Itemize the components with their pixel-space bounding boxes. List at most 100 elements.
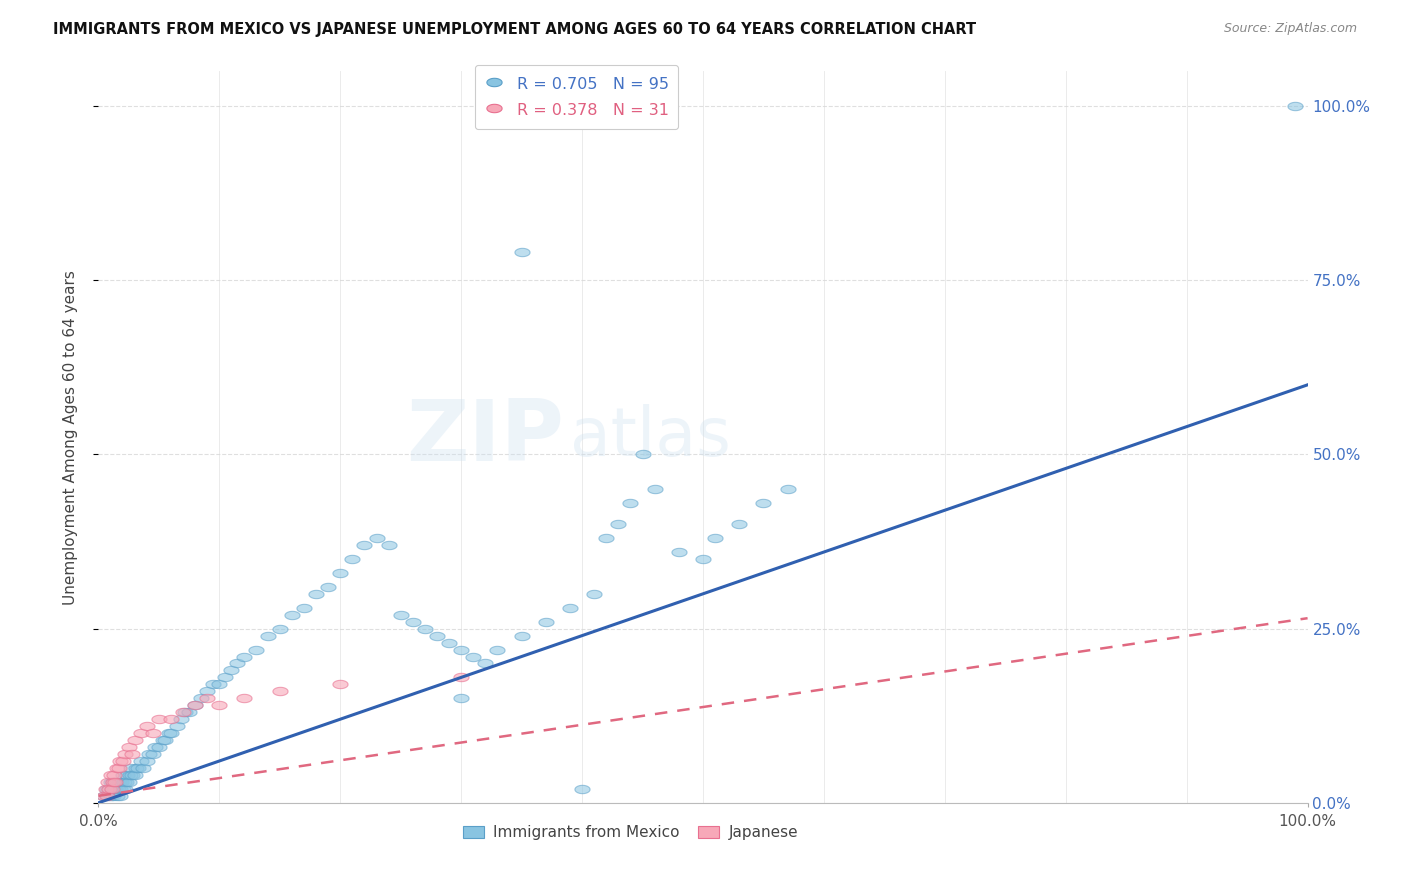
Point (97, 775, 120, 789)
Point (316, 580, 339, 594)
Point (245, 642, 267, 657)
Point (450, 642, 472, 657)
Point (704, 531, 727, 545)
Point (463, 649, 485, 664)
Point (129, 754, 152, 768)
Point (124, 768, 146, 782)
Point (214, 670, 236, 684)
Point (100, 775, 122, 789)
Point (98, 781, 121, 796)
Point (437, 635, 460, 649)
Point (100, 789, 122, 803)
Point (510, 629, 533, 643)
Point (195, 691, 218, 706)
Point (402, 615, 425, 629)
Point (1284, 99, 1306, 113)
Point (366, 531, 388, 545)
Point (108, 781, 131, 796)
Point (190, 691, 212, 706)
Point (160, 726, 183, 740)
Point (142, 726, 165, 740)
Point (100, 768, 122, 782)
Point (607, 517, 630, 532)
Point (450, 670, 472, 684)
Point (96, 781, 118, 796)
Point (426, 629, 449, 643)
Point (148, 740, 170, 755)
Point (107, 781, 129, 796)
Point (124, 733, 146, 747)
Point (108, 754, 131, 768)
Point (138, 747, 160, 761)
Point (474, 657, 496, 671)
Point (101, 789, 124, 803)
Point (117, 768, 139, 782)
Point (108, 761, 131, 775)
Point (631, 448, 654, 462)
Point (143, 740, 166, 755)
Point (121, 747, 143, 761)
Point (195, 684, 218, 698)
Point (111, 754, 134, 768)
Point (101, 775, 124, 789)
Point (571, 781, 593, 796)
Point (111, 768, 134, 782)
Point (558, 600, 581, 615)
Point (692, 552, 714, 566)
Point (728, 517, 751, 532)
Point (129, 726, 152, 740)
Point (342, 552, 364, 566)
Point (153, 733, 176, 747)
Point (174, 705, 197, 719)
Point (148, 712, 170, 726)
Point (172, 705, 194, 719)
Point (110, 775, 132, 789)
Point (112, 775, 135, 789)
Text: ZIP: ZIP (406, 395, 564, 479)
Point (169, 712, 191, 726)
Point (377, 538, 399, 552)
Point (118, 740, 141, 755)
Point (486, 642, 509, 657)
Point (752, 496, 775, 510)
Point (221, 664, 243, 678)
Point (105, 789, 128, 803)
Point (583, 587, 606, 601)
Point (103, 781, 125, 796)
Point (135, 719, 157, 733)
Point (125, 761, 148, 775)
Point (105, 775, 128, 789)
Point (104, 781, 127, 796)
Point (121, 768, 143, 782)
Point (160, 712, 183, 726)
Point (118, 768, 141, 782)
Point (208, 677, 231, 691)
Point (114, 781, 136, 796)
Point (619, 496, 641, 510)
Point (135, 754, 157, 768)
Text: IMMIGRANTS FROM MEXICO VS JAPANESE UNEMPLOYMENT AMONG AGES 60 TO 64 YEARS CORREL: IMMIGRANTS FROM MEXICO VS JAPANESE UNEMP… (53, 22, 977, 37)
Point (668, 545, 690, 559)
Text: Source: ZipAtlas.com: Source: ZipAtlas.com (1223, 22, 1357, 36)
Point (152, 733, 174, 747)
Point (413, 622, 436, 636)
Point (534, 615, 557, 629)
Point (127, 761, 149, 775)
Text: atlas: atlas (569, 404, 731, 470)
Point (111, 781, 134, 796)
Point (166, 719, 188, 733)
Y-axis label: Unemployment Among Ages 60 to 64 years: Unemployment Among Ages 60 to 64 years (63, 269, 77, 605)
Point (389, 607, 412, 622)
Point (93, 789, 115, 803)
Point (353, 538, 375, 552)
Point (179, 705, 201, 719)
Point (120, 761, 142, 775)
Point (281, 607, 304, 622)
Point (644, 483, 666, 497)
Point (105, 761, 128, 775)
Point (329, 566, 352, 580)
Point (595, 531, 617, 545)
Point (98, 781, 121, 796)
Point (132, 761, 155, 775)
Point (450, 691, 472, 706)
